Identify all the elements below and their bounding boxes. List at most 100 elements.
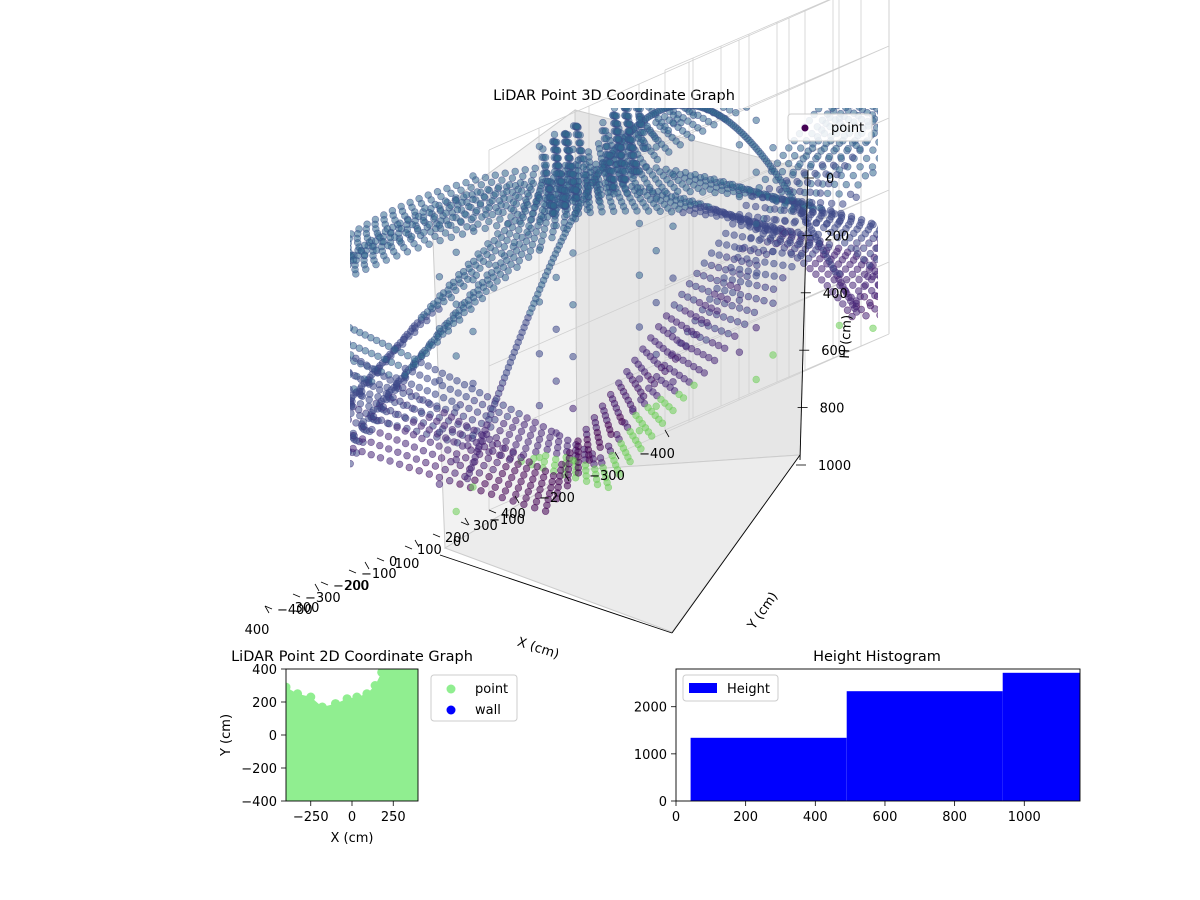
scatter-point-3d bbox=[751, 68, 758, 75]
scatter-point-3d bbox=[940, 49, 947, 56]
scatter-point-3d bbox=[288, 304, 295, 311]
scatter-point-3d bbox=[606, 151, 614, 160]
scatter-point-3d bbox=[332, 393, 339, 400]
scatter-point-3d bbox=[321, 376, 328, 383]
scatter-point-3d bbox=[973, 89, 980, 96]
scatter-point-3d bbox=[256, 333, 263, 340]
scatter-point-3d bbox=[621, 167, 629, 176]
scatter-point-3d bbox=[221, 614, 228, 621]
scatter-point-3d bbox=[202, 583, 209, 590]
scatter-point-3d bbox=[245, 389, 252, 396]
scatter-point-3d bbox=[505, 181, 514, 189]
scatter-point-3d bbox=[800, 169, 808, 177]
scatter-point-3d bbox=[727, 79, 734, 86]
scatter-point-3d bbox=[206, 352, 213, 359]
scatter-point-3d bbox=[363, 379, 371, 387]
scatter-point-3d bbox=[927, 99, 934, 106]
scatter-point-3d bbox=[326, 348, 333, 355]
scatter-point-3d bbox=[273, 335, 280, 342]
scatter-point-3d bbox=[943, 98, 950, 105]
scatter-point-3d bbox=[441, 197, 450, 205]
scatter-point-3d bbox=[206, 378, 213, 385]
scatter-point-3d bbox=[866, 73, 873, 80]
scatter-point-3d bbox=[184, 611, 191, 618]
scatter-point-3d bbox=[789, 56, 796, 63]
scatter-point-3d bbox=[369, 412, 378, 421]
scatter-point-3d bbox=[240, 368, 247, 375]
scatter-point-3d bbox=[873, 89, 880, 96]
scatter-point-3d bbox=[960, 211, 967, 218]
scatter-point-3d bbox=[953, 154, 960, 161]
scatter-point-3d bbox=[843, 306, 852, 314]
scatter-point-3d bbox=[864, 58, 871, 65]
scatter-point-3d bbox=[386, 376, 394, 384]
scatter-point-3d bbox=[380, 355, 389, 363]
scatter-point-3d bbox=[826, 59, 833, 66]
scatter-point-3d bbox=[237, 518, 244, 525]
scatter-point-3d bbox=[529, 425, 537, 433]
scatter-point-3d bbox=[437, 454, 446, 462]
scatter-point-3d bbox=[144, 456, 151, 463]
scatter-point-3d bbox=[698, 285, 706, 293]
scatter-point-3d bbox=[910, 73, 917, 80]
scatter-point-3d bbox=[268, 342, 275, 349]
scatter-point-3d bbox=[211, 357, 218, 364]
scatter-point-3d bbox=[861, 172, 870, 180]
scatter-point-3d bbox=[215, 382, 222, 389]
scatter-point-3d bbox=[254, 322, 261, 329]
scatter-point-3d bbox=[604, 483, 613, 492]
scatter-point-3d bbox=[237, 354, 244, 361]
scatter-point-3d bbox=[163, 539, 170, 546]
scatter-point-3d bbox=[155, 503, 162, 510]
scatter-point-3d bbox=[870, 56, 877, 63]
scatter-point-3d bbox=[989, 87, 996, 94]
scatter-point-3d bbox=[333, 281, 340, 288]
scatter-point-3d bbox=[921, 143, 928, 150]
scatter-point-3d bbox=[909, 96, 916, 103]
scatter-point-3d bbox=[303, 385, 310, 392]
scatter-point-3d bbox=[938, 255, 945, 262]
scatter-point-3d bbox=[802, 152, 810, 160]
scatter-point-3d bbox=[944, 283, 951, 290]
scatter-point-3d bbox=[966, 192, 973, 199]
scatter-point-3d bbox=[862, 312, 870, 320]
scatter-point-3d bbox=[291, 309, 298, 316]
scatter-point-3d bbox=[719, 313, 728, 321]
scatter-point-3d bbox=[357, 375, 365, 383]
scatter-point-3d bbox=[939, 176, 946, 183]
scatter-point-3d bbox=[305, 341, 312, 348]
scatter-point-3d bbox=[892, 276, 899, 283]
scatter-point-3d bbox=[743, 108, 751, 111]
scatter-point-3d bbox=[299, 452, 306, 459]
scatter-point-3d bbox=[207, 412, 214, 419]
scatter-point-3d bbox=[224, 356, 231, 363]
scatter-point-3d bbox=[191, 376, 198, 383]
scatter-point-3d bbox=[316, 480, 323, 487]
scatter-point-3d bbox=[391, 345, 399, 353]
scatter-point-3d bbox=[127, 550, 134, 557]
scatter-point-3d bbox=[1003, 79, 1010, 86]
scatter-point-3d bbox=[262, 392, 269, 399]
scatter-point-3d bbox=[412, 392, 420, 400]
scatter-point-3d bbox=[862, 26, 869, 33]
scatter-point-3d bbox=[735, 304, 744, 312]
scatter-point-3d bbox=[341, 442, 348, 449]
scatter-point-3d bbox=[244, 370, 251, 377]
scatter-point-3d bbox=[330, 423, 337, 430]
scatter-point-3d bbox=[274, 316, 281, 323]
scatter-point-3d bbox=[953, 229, 960, 236]
scatter-point-3d bbox=[870, 70, 877, 77]
scatter-point-3d bbox=[255, 334, 262, 341]
scatter-point-3d bbox=[204, 613, 211, 620]
scatter-point-3d bbox=[955, 261, 962, 268]
scatter-point-3d bbox=[811, 57, 818, 64]
scatter-point-3d bbox=[342, 348, 349, 355]
scatter-point-3d bbox=[441, 229, 450, 237]
scatter-point-3d bbox=[282, 349, 289, 356]
scatter-point-3d bbox=[338, 241, 345, 248]
scatter-point-3d bbox=[899, 58, 906, 65]
scatter-point-3d bbox=[293, 376, 300, 383]
scatter-point-3d bbox=[797, 252, 805, 260]
scatter-point-3d bbox=[928, 68, 935, 75]
scatter-point-3d bbox=[255, 526, 262, 533]
